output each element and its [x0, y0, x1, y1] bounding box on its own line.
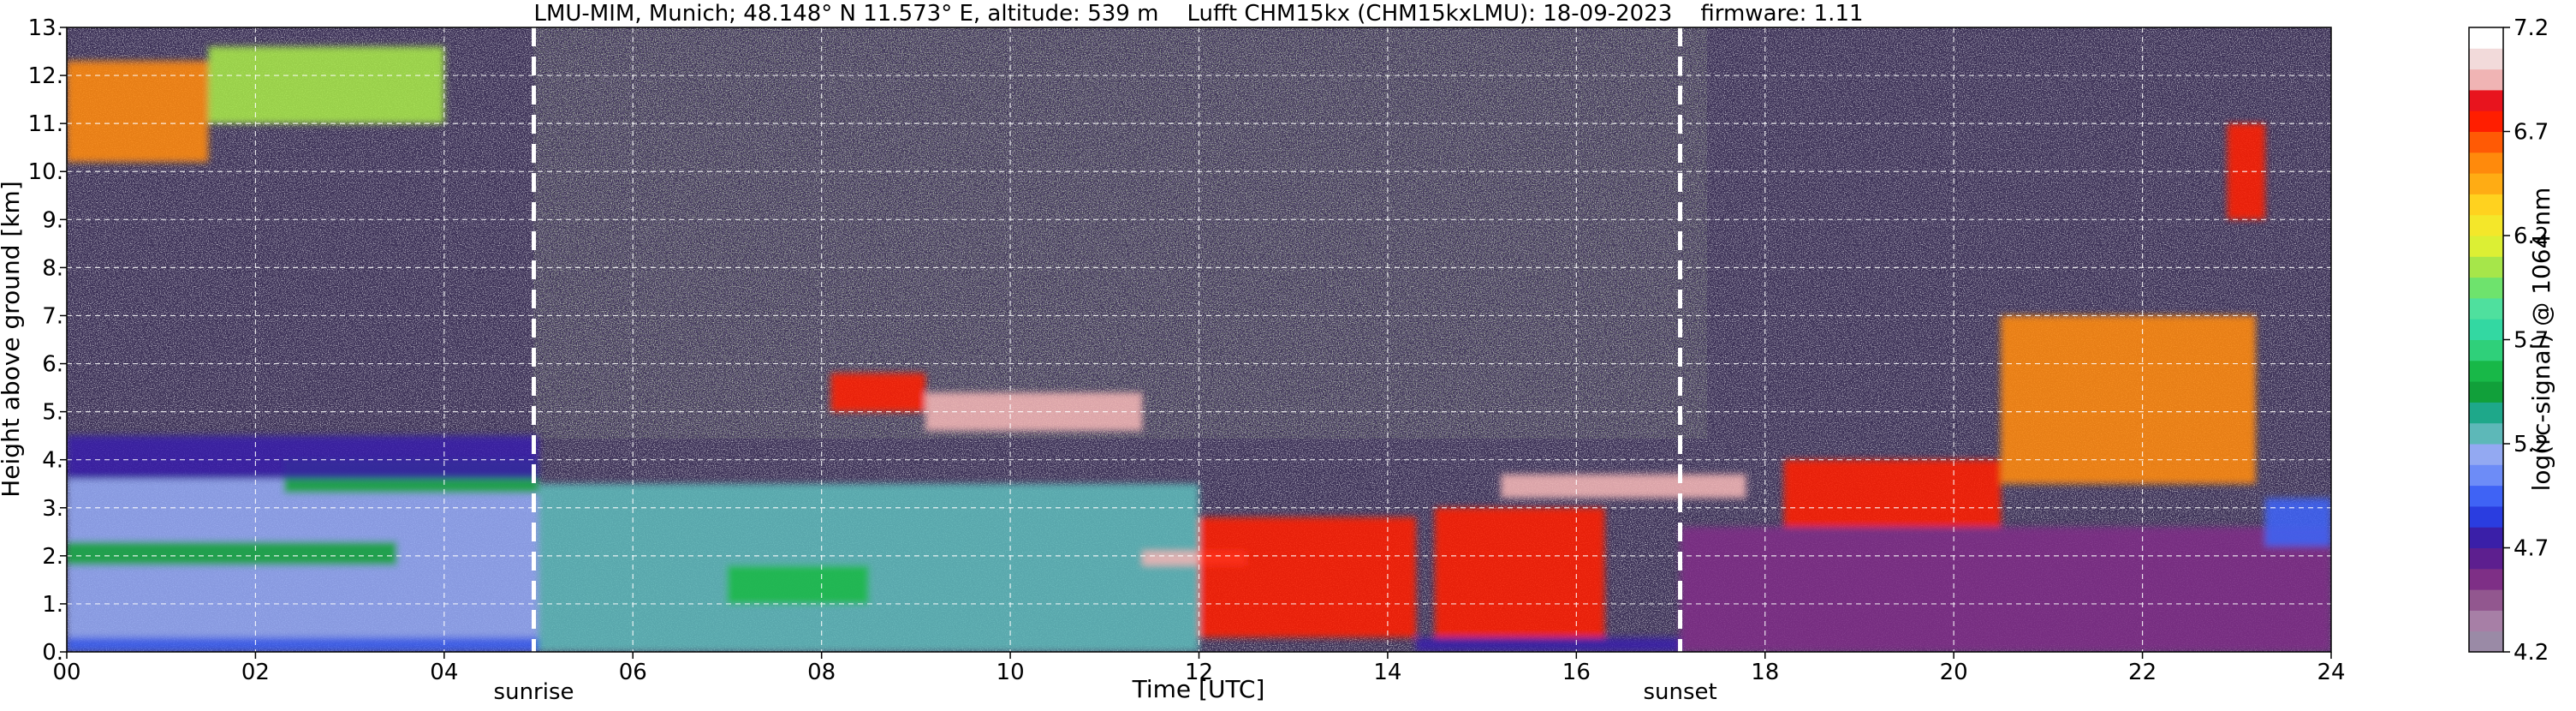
colorbar-tick-label: 4.2: [2514, 640, 2549, 666]
y-tick-label: 9.: [42, 207, 63, 233]
colorbar-tick-label: 5.7: [2514, 328, 2549, 354]
colorbar-tick-label: 7.2: [2514, 15, 2549, 41]
signal-layer-10: [925, 392, 1143, 432]
y-tick-label: 0.: [42, 640, 63, 666]
colorbar-segment: [2469, 173, 2503, 194]
signal-layer-4: [67, 435, 539, 480]
colorbar-segment: [2469, 297, 2503, 320]
y-tick-label: 7.: [42, 303, 63, 329]
signal-layer-14: [1415, 637, 1681, 652]
colorbar-segment: [2469, 485, 2503, 507]
colorbar-segment: [2469, 505, 2503, 528]
x-tick-label: 04: [430, 660, 458, 685]
colorbar-segment: [2469, 194, 2503, 216]
x-tick-label: 18: [1751, 660, 1779, 685]
colorbar-segment: [2469, 464, 2503, 487]
signal-layer-12: [1199, 517, 1416, 638]
x-tick-label: 20: [1940, 660, 1968, 685]
signal-layer-17: [1783, 459, 2002, 528]
x-axis-label: Time [UTC]: [1132, 675, 1265, 703]
signal-layer-7: [538, 483, 1199, 652]
x-tick-label: 00: [52, 660, 80, 685]
colorbar-segment: [2469, 568, 2503, 590]
colorbar-segment: [2469, 277, 2503, 299]
signal-layers: [67, 46, 2331, 652]
colorbar-tick-label: 6.7: [2514, 120, 2549, 146]
signal-layer-2: [67, 541, 397, 566]
y-tick-label: 12.: [28, 63, 63, 89]
x-tick-label: 16: [1562, 660, 1591, 685]
signal-layer-0: [67, 637, 539, 652]
signal-layer-16: [1680, 527, 2331, 652]
x-tick-label: 22: [2128, 660, 2157, 685]
signal-layer-5: [67, 61, 209, 163]
y-tick-label: 5.: [42, 400, 63, 426]
colorbar-segment: [2469, 69, 2503, 91]
grid: [67, 27, 2331, 652]
signal-layer-20: [2264, 498, 2331, 547]
colorbar-segment: [2469, 610, 2503, 632]
colorbar-segment: [2469, 48, 2503, 70]
y-tick-label: 6.: [42, 352, 63, 378]
chart-title: LMU-MIM, Munich; 48.148° N 11.573° E, al…: [533, 1, 1863, 27]
colorbar-tick-label: 4.7: [2514, 536, 2549, 562]
y-tick-label: 4.: [42, 448, 63, 474]
y-tick-label: 1.: [42, 592, 63, 618]
plot-noise-day: [533, 27, 1707, 439]
y-axis: 0. 1. 2. 3. 4. 5. 6. 7. 8. 9. 10. 11. 12. 13.: [28, 15, 67, 666]
colorbar-segment: [2469, 360, 2503, 382]
colorbar-segment: [2469, 402, 2503, 424]
sunrise-label: sunrise: [494, 679, 574, 705]
y-tick-label: 13.: [28, 15, 63, 41]
colorbar-segment: [2469, 422, 2503, 445]
colorbar-segment: [2469, 444, 2503, 465]
colorbar-segment: [2469, 111, 2503, 132]
colorbar-segment: [2469, 319, 2503, 340]
signal-layer-6: [208, 46, 444, 124]
signal-layer-9: [830, 373, 925, 412]
colorbar-tick-label: 6.2: [2514, 224, 2549, 249]
colorbar-segment: [2469, 131, 2503, 153]
colorbar-segment: [2469, 152, 2503, 174]
colorbar-segment: [2469, 256, 2503, 278]
x-tick-label: 08: [807, 660, 836, 685]
colorbar-segment: [2469, 27, 2503, 49]
x-tick-label: 10: [996, 660, 1025, 685]
y-axis-label: Height above ground [km]: [0, 181, 25, 498]
x-tick-label: 06: [619, 660, 647, 685]
colorbar-segment: [2469, 547, 2503, 570]
y-tick-label: 3.: [42, 496, 63, 522]
colorbar-segment: [2469, 214, 2503, 236]
colorbar-segment: [2469, 339, 2503, 361]
signal-layer-18: [2001, 315, 2256, 484]
colorbar-segment: [2469, 630, 2503, 653]
y-tick-label: 10.: [28, 159, 63, 185]
colorbar-label: log(rc-signal) @ 1064 nm: [2527, 188, 2555, 492]
x-tick-label: 02: [241, 660, 270, 685]
signal-layer-8: [727, 565, 869, 604]
x-tick-label: 14: [1373, 660, 1401, 685]
y-tick-label: 8.: [42, 255, 63, 281]
sun-markers: [532, 27, 1683, 652]
sunset-label: sunset: [1643, 679, 1716, 705]
colorbar-tick-label: 5.2: [2514, 432, 2549, 457]
signal-layer-13: [1435, 507, 1605, 638]
x-axis: 00 02 04 06 08 10 12 14 16 18 20 22 24 sunrise sunset: [52, 652, 2346, 705]
x-tick-label: 12: [1185, 660, 1213, 685]
colorbar: 4.2 4.7 5.2 5.7 6.2 6.7 7.2: [2468, 15, 2549, 666]
plot-area: [67, 27, 2331, 652]
colorbar-segment: [2469, 589, 2503, 611]
y-tick-label: 2.: [42, 544, 63, 570]
signal-layer-15: [1501, 474, 1746, 499]
colorbar-segment: [2469, 89, 2503, 111]
colorbar-segment: [2469, 381, 2503, 403]
y-tick-label: 11.: [28, 111, 63, 137]
colorbar-segment: [2469, 236, 2503, 257]
x-tick-label: 24: [2317, 660, 2345, 685]
colorbar-segment: [2469, 527, 2503, 548]
